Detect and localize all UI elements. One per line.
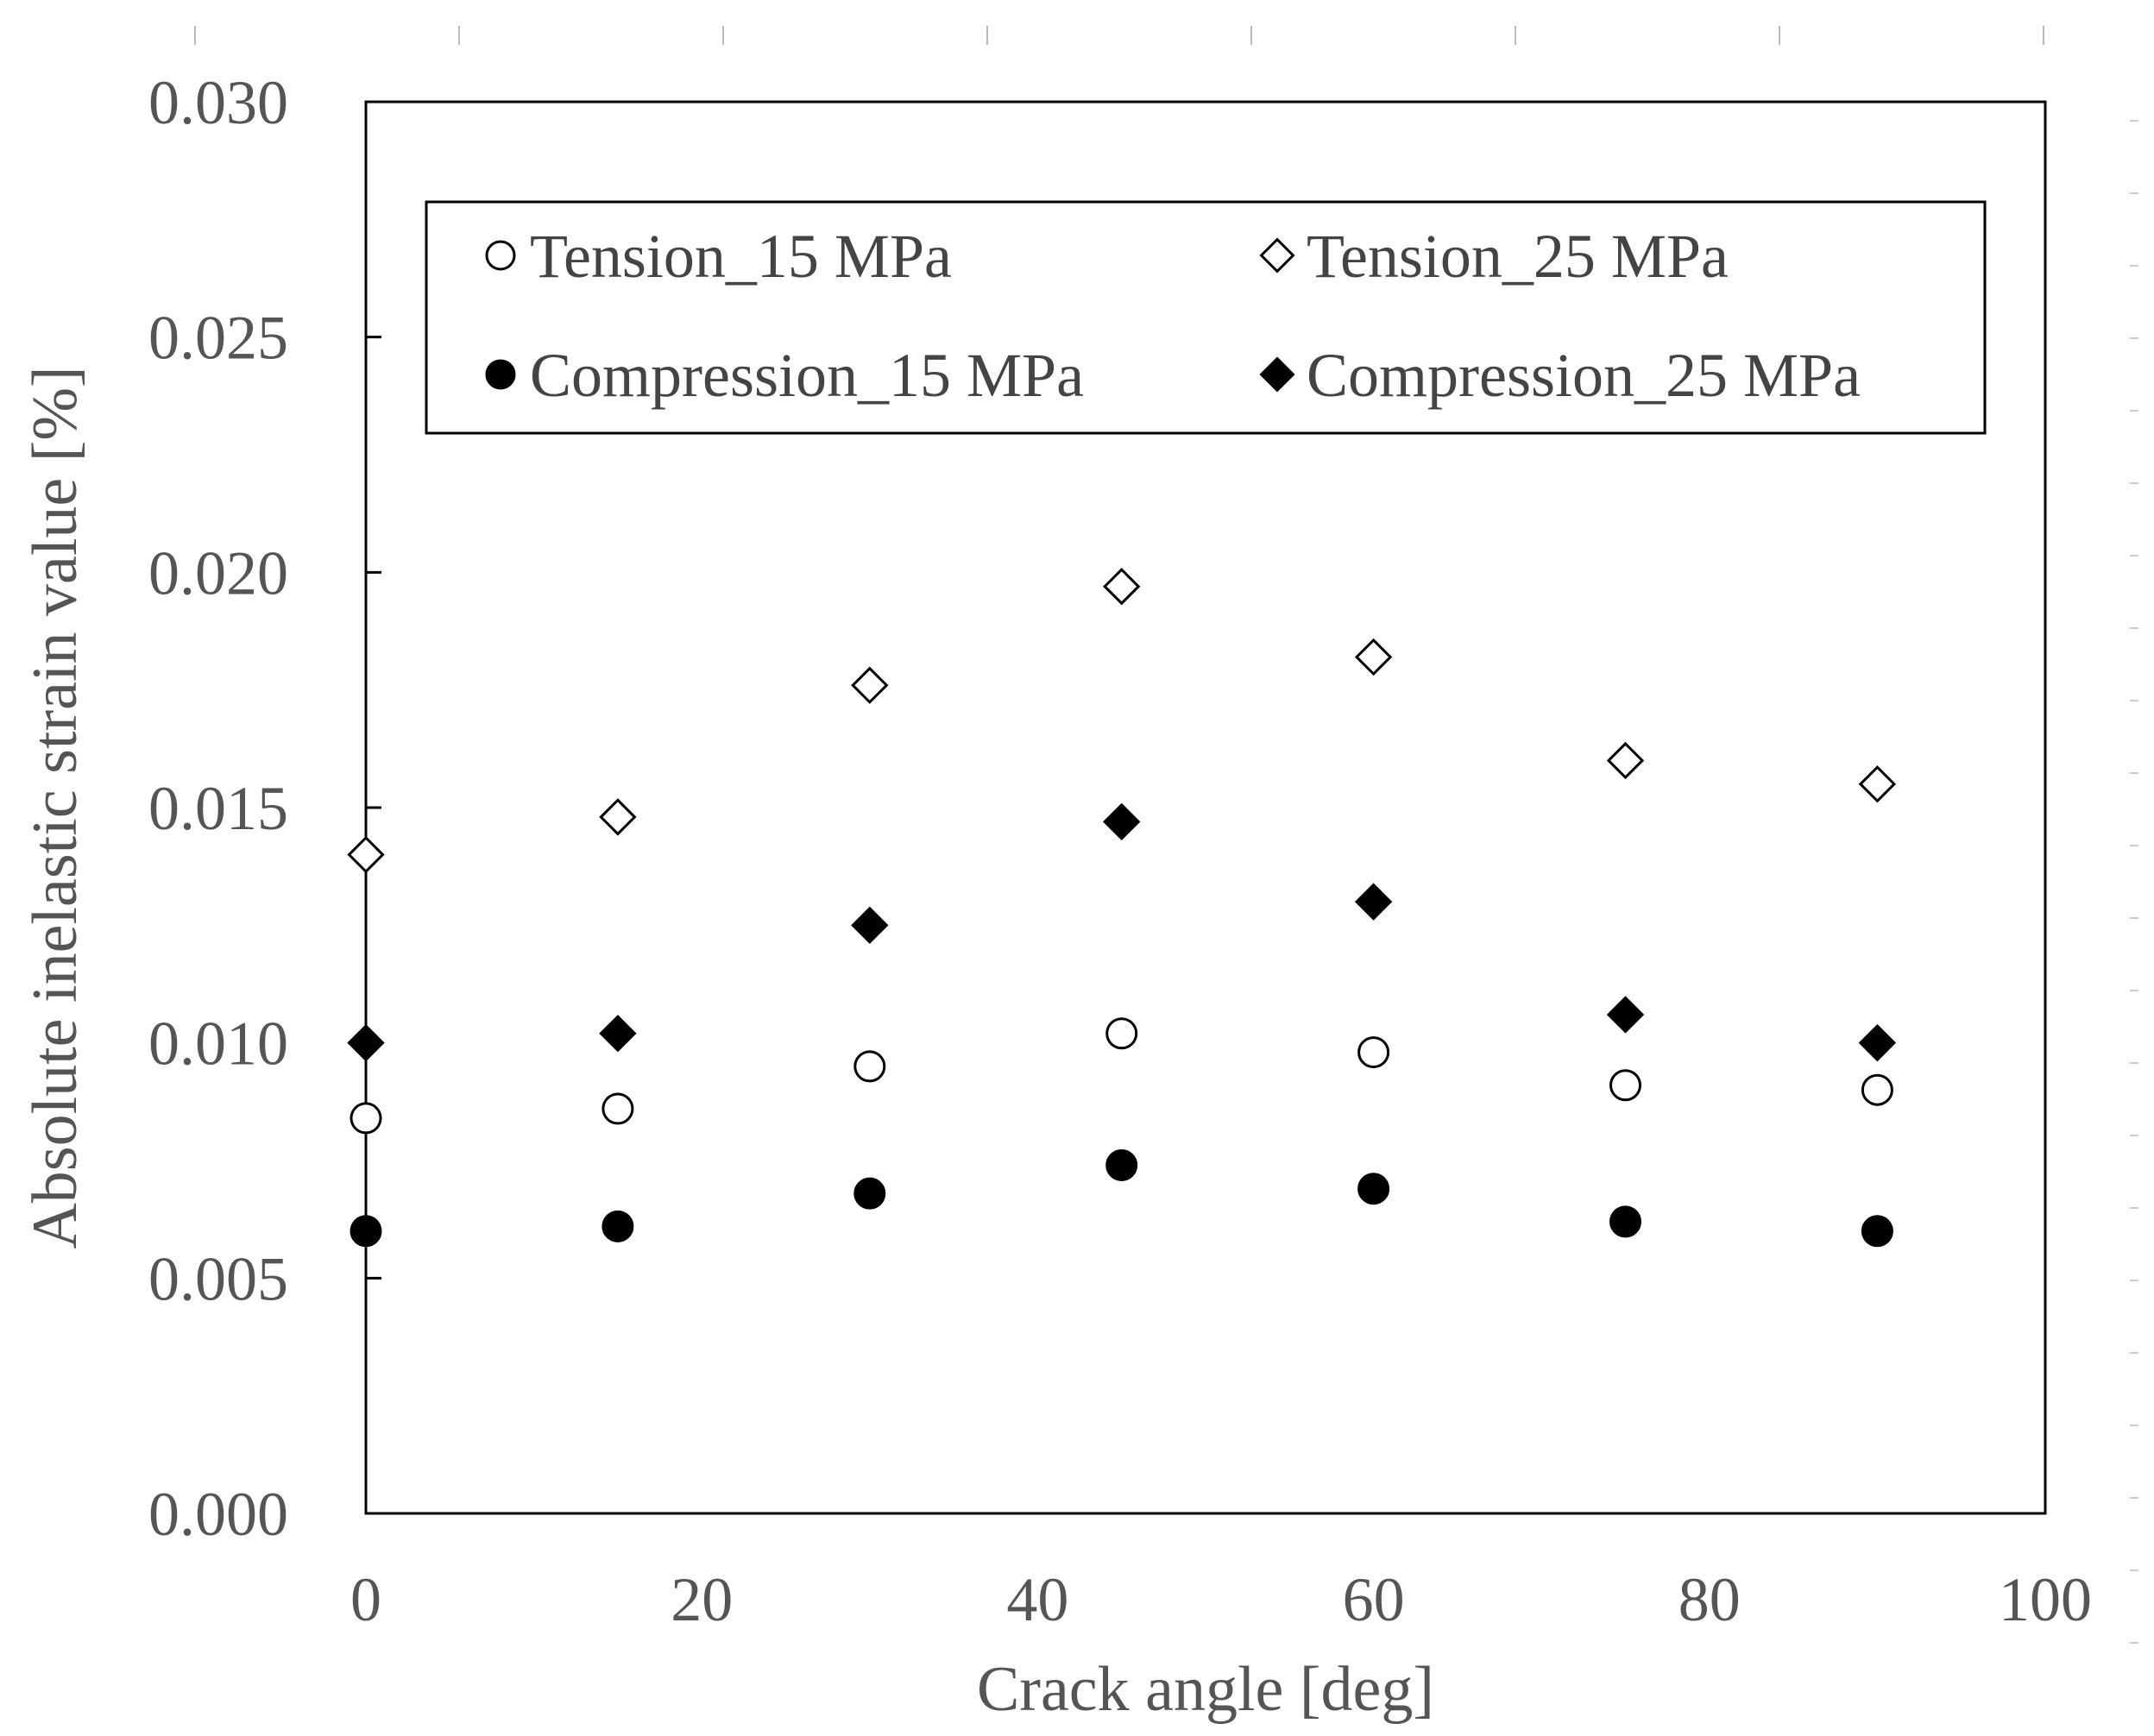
- x-tick-label: 80: [1678, 1565, 1741, 1634]
- x-tick-label: 100: [1999, 1565, 2092, 1634]
- data-point: [599, 1015, 637, 1053]
- series-tension-25-mpa: [347, 568, 1897, 874]
- series-compression-15-mpa: [350, 1148, 1893, 1248]
- legend-box: [425, 200, 1987, 435]
- data-point: [1354, 883, 1393, 921]
- y-tick-label: 0.000: [148, 1480, 288, 1549]
- legend-label: Tension_15 MPa: [530, 222, 952, 291]
- data-points: [347, 568, 1897, 1248]
- legend-marker: [1259, 356, 1295, 393]
- y-tick-label: 0.020: [148, 538, 288, 607]
- x-axis-title: Crack angle [deg]: [977, 1654, 1434, 1725]
- data-point: [853, 1177, 886, 1210]
- y-tick-label: 0.025: [148, 304, 288, 373]
- data-point: [1606, 996, 1645, 1034]
- data-point: [350, 1215, 382, 1248]
- legend-label: Tension_25 MPa: [1307, 222, 1729, 291]
- legend-item: Compression_25 MPa: [1259, 341, 1861, 410]
- data-point: [1861, 1073, 1893, 1106]
- data-point: [601, 1210, 634, 1242]
- data-point: [853, 1050, 886, 1083]
- data-point: [1357, 1173, 1390, 1205]
- data-point: [1858, 765, 1897, 803]
- y-tick-label: 0.010: [148, 1010, 288, 1079]
- x-tick-label: 60: [1343, 1565, 1405, 1634]
- data-point: [1606, 741, 1645, 780]
- data-point: [599, 798, 637, 836]
- data-point: [1105, 1148, 1138, 1181]
- data-point: [1861, 1215, 1893, 1248]
- data-point: [347, 835, 385, 874]
- legend-label: Compression_25 MPa: [1307, 341, 1861, 410]
- y-tick-label: 0.005: [148, 1244, 288, 1313]
- legend-label: Compression_15 MPa: [530, 341, 1084, 410]
- x-tick-label: 40: [1006, 1565, 1068, 1634]
- frame-edge-ticks: [194, 26, 2138, 1644]
- x-tick-label: 20: [671, 1565, 733, 1634]
- data-point: [1103, 568, 1141, 606]
- series-compression-25-mpa: [347, 802, 1897, 1062]
- y-tick-label: 0.030: [148, 68, 288, 137]
- series-tension-15-mpa: [350, 1017, 1893, 1135]
- data-point: [1357, 1036, 1390, 1069]
- legend-item: Tension_15 MPa: [485, 222, 952, 291]
- data-point: [1354, 638, 1393, 676]
- legend-marker: [485, 240, 516, 271]
- y-axis-title: Absolute inelastic strain value [%]: [20, 366, 91, 1249]
- legend-item: Tension_25 MPa: [1259, 222, 1729, 291]
- x-axis-ticks: 0 20 40 60 80 100: [350, 1565, 2092, 1634]
- legend-marker: [485, 359, 516, 390]
- legend-item: Compression_15 MPa: [485, 341, 1084, 410]
- x-tick-label: 0: [350, 1565, 381, 1634]
- data-point: [1105, 1017, 1138, 1050]
- data-point: [1858, 1023, 1897, 1062]
- data-point: [1609, 1205, 1641, 1238]
- legend: Tension_15 MPa Tension_25 MPa Compression_…: [425, 200, 1987, 435]
- legend-marker: [1259, 237, 1295, 274]
- data-point: [1609, 1069, 1641, 1102]
- data-point: [851, 906, 889, 945]
- y-axis-ticks: 0.000 0.005 0.010 0.015 0.020 0.025 0.030: [148, 68, 381, 1549]
- data-point: [347, 1023, 385, 1062]
- data-point: [601, 1092, 634, 1125]
- data-point: [350, 1102, 382, 1135]
- y-tick-label: 0.015: [148, 774, 288, 843]
- data-point: [1103, 802, 1141, 841]
- data-point: [851, 666, 889, 704]
